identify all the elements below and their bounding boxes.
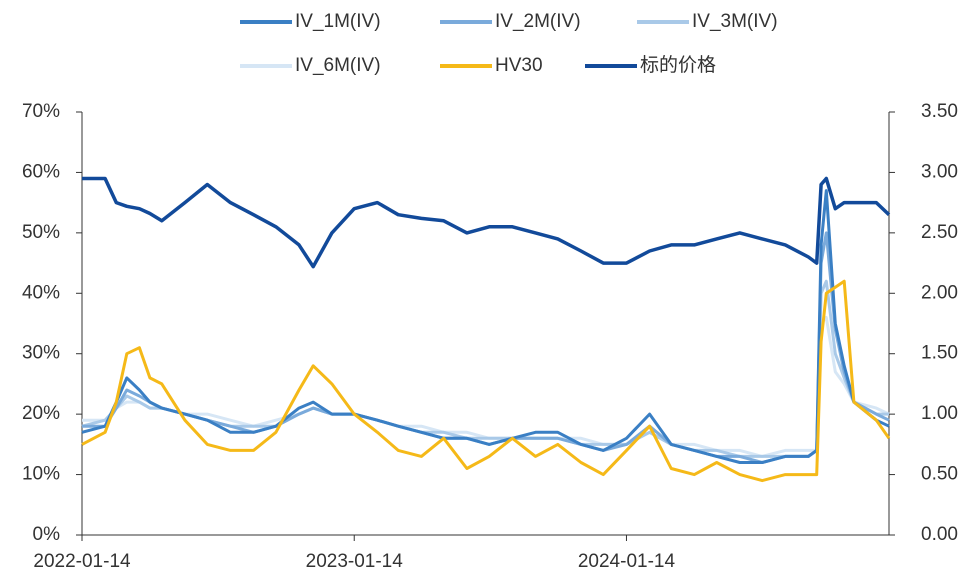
y2-tick-label: 2.00 <box>921 282 958 303</box>
series-line <box>81 279 889 458</box>
y2-tick-label: 3.50 <box>921 101 958 122</box>
y-tick-label: 70% <box>22 101 60 122</box>
legend-label: IV_3M(IV) <box>692 11 778 32</box>
legend-label: IV_6M(IV) <box>295 55 381 76</box>
y-tick-label: 20% <box>22 403 60 424</box>
y-tick-label: 0% <box>33 524 61 545</box>
y2-tick-label: 0.00 <box>921 524 958 545</box>
y-tick-label: 30% <box>22 343 60 364</box>
y-tick-label: 60% <box>22 161 60 182</box>
series-line <box>82 316 890 458</box>
legend-label: HV30 <box>495 55 543 76</box>
series-line <box>81 189 890 464</box>
y-tick-label: 40% <box>22 282 60 303</box>
legend-label: IV_2M(IV) <box>495 11 581 32</box>
legend-label: 标的价格 <box>640 54 716 76</box>
series-line <box>82 176 891 269</box>
series-line <box>81 279 891 483</box>
x-tick-label: 2023-01-14 <box>306 551 404 572</box>
y-tick-label: 50% <box>22 222 60 243</box>
y2-tick-label: 0.50 <box>921 464 958 485</box>
y2-tick-label: 2.50 <box>921 222 958 243</box>
legend-label: IV_1M(IV) <box>295 11 381 32</box>
x-tick-label: 2024-01-14 <box>578 551 676 572</box>
y2-tick-label: 3.00 <box>921 161 958 182</box>
y2-tick-label: 1.50 <box>921 343 958 364</box>
series-line <box>82 231 890 464</box>
y-tick-label: 10% <box>22 464 60 485</box>
x-tick-label: 2022-01-14 <box>33 551 131 572</box>
y2-tick-label: 1.00 <box>921 403 958 424</box>
